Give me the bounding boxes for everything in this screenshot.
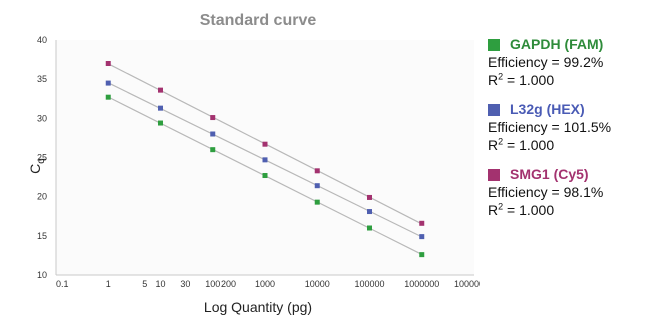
data-point	[105, 80, 111, 86]
data-point	[105, 94, 111, 100]
y-axis-ticks: 10 15 20 25 30 35 40	[37, 35, 47, 280]
y-tick-label: 35	[37, 74, 47, 84]
data-point	[158, 120, 163, 126]
data-points	[105, 61, 425, 258]
data-point	[314, 168, 320, 174]
legend-entry-smg1: SMG1 (Cy5) Efficiency = 98.1% R2 = 1.000	[488, 166, 668, 219]
x-tick-label: 10000000	[454, 279, 480, 289]
data-point	[367, 194, 372, 200]
x-tick-label: 10	[155, 279, 165, 289]
chart-title: Standard curve	[200, 12, 317, 29]
legend-efficiency-smg1: Efficiency = 98.1%	[488, 184, 604, 200]
y-tick-label: 40	[37, 35, 47, 45]
data-point	[262, 141, 268, 147]
legend-name-l32g: L32g (HEX)	[510, 101, 585, 117]
y-axis-label-subscript: q	[36, 158, 47, 164]
data-point	[210, 147, 216, 153]
data-point	[262, 173, 268, 179]
data-point	[158, 87, 163, 93]
x-axis-label: Log Quantity (pg)	[204, 299, 312, 315]
legend-r2-l32g: R2 = 1.000	[488, 136, 555, 153]
legend: GAPDH (FAM) Efficiency = 99.2% R2 = 1.00…	[488, 36, 668, 231]
x-tick-label: 1000000	[404, 279, 439, 289]
y-tick-label: 25	[37, 153, 47, 163]
data-point	[105, 61, 111, 66]
legend-swatch-smg1	[488, 168, 500, 181]
data-point	[419, 252, 425, 258]
x-tick-label: 1000	[255, 279, 275, 289]
y-axis-label-main: C	[27, 164, 43, 174]
x-tick-label: 10000	[305, 279, 330, 289]
legend-r2-gapdh: R2 = 1.000	[488, 71, 555, 88]
data-point	[158, 105, 163, 111]
y-tick-label: 30	[37, 113, 47, 123]
data-point	[314, 199, 320, 205]
legend-swatch-gapdh	[488, 38, 500, 51]
data-point	[210, 115, 216, 121]
x-tick-label: 1	[106, 279, 111, 289]
x-tick-label: 5	[142, 279, 147, 289]
data-point	[314, 183, 320, 189]
legend-swatch-l32g	[488, 103, 500, 116]
legend-entry-l32g: L32g (HEX) Efficiency = 101.5% R2 = 1.00…	[488, 101, 668, 154]
x-tick-label: 0.1	[56, 279, 69, 289]
y-axis-label: Cq	[27, 158, 47, 174]
data-point	[419, 234, 425, 240]
legend-r2-smg1: R2 = 1.000	[488, 201, 555, 218]
x-tick-label: 100	[205, 279, 220, 289]
data-point	[262, 157, 268, 163]
legend-name-gapdh: GAPDH (FAM)	[510, 36, 604, 52]
data-point	[367, 225, 372, 231]
y-tick-label: 20	[37, 192, 47, 202]
x-tick-label: 100000	[354, 279, 384, 289]
data-point	[367, 209, 372, 215]
x-axis-ticks: 0.1 1 5 10 30 100 200 1000 10000 100000 1000000 100…	[56, 279, 480, 289]
data-point	[419, 220, 425, 226]
x-tick-label: 200	[221, 279, 236, 289]
y-tick-label: 15	[37, 231, 47, 241]
y-tick-label: 10	[37, 270, 47, 280]
legend-efficiency-l32g: Efficiency = 101.5%	[488, 119, 612, 135]
x-tick-label: 30	[180, 279, 190, 289]
legend-name-smg1: SMG1 (Cy5)	[510, 166, 589, 182]
legend-efficiency-gapdh: Efficiency = 99.2%	[488, 54, 604, 70]
data-point	[210, 131, 216, 137]
legend-entry-gapdh: GAPDH (FAM) Efficiency = 99.2% R2 = 1.00…	[488, 36, 668, 89]
